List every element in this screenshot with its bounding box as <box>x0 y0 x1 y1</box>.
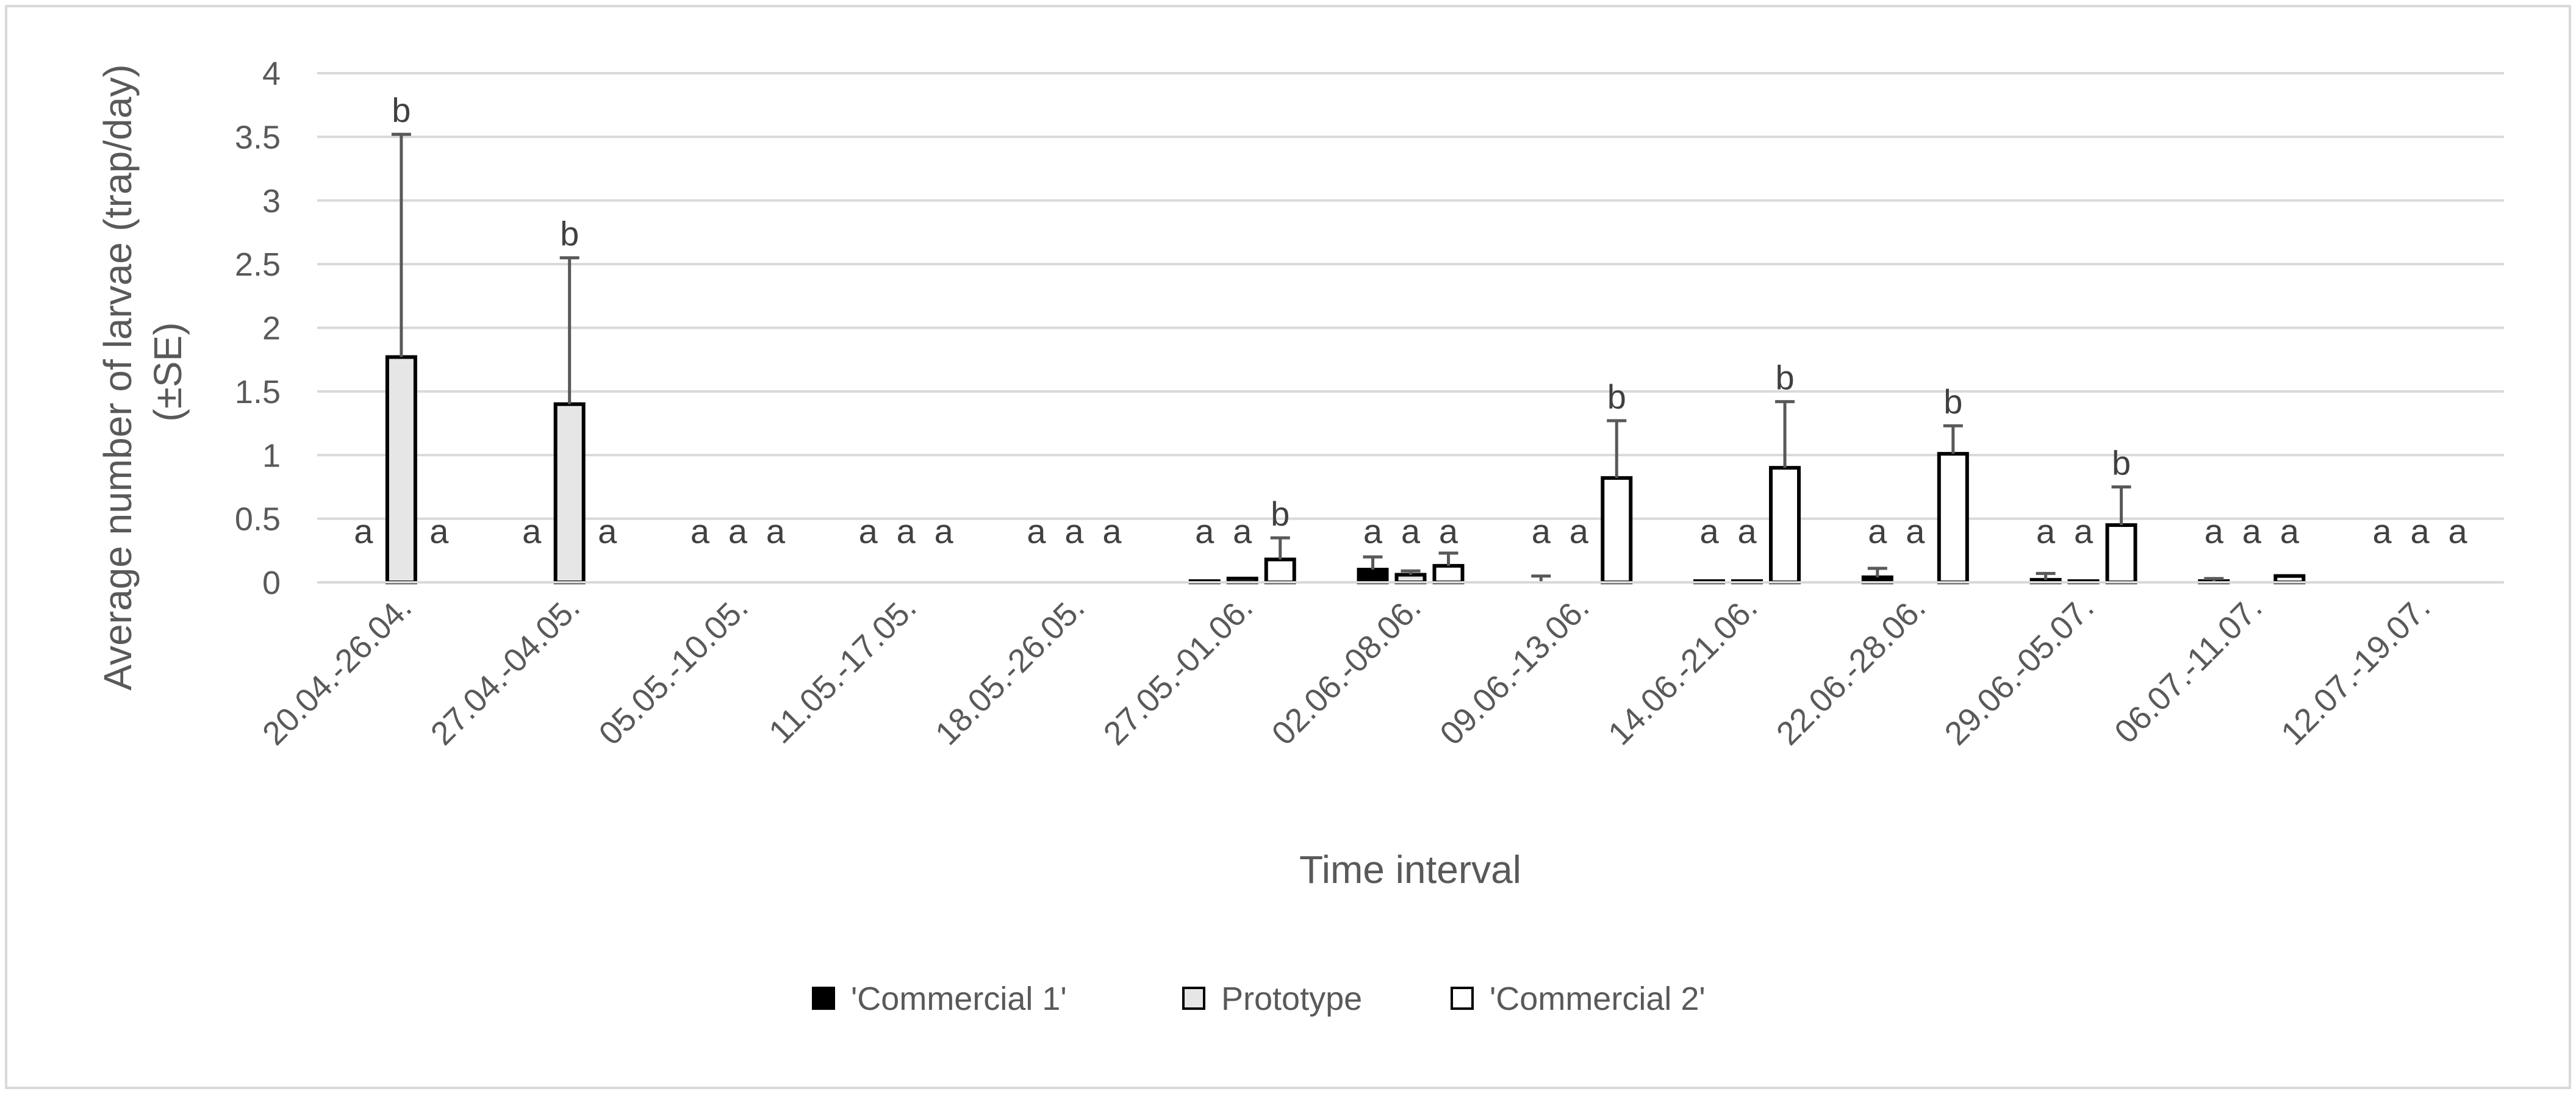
y-axis-title-line-2: (±SE) <box>146 322 190 421</box>
significance-label: b <box>1271 495 1290 533</box>
legend-label-commercial-1: 'Commercial 1' <box>851 981 1067 1017</box>
legend-swatch-commercial-1 <box>812 987 835 1010</box>
y-tick-label: 1 <box>262 437 281 474</box>
y-tick-label: 2 <box>262 310 281 347</box>
x-axis-title: Time interval <box>1299 848 1521 892</box>
significance-label: b <box>1775 359 1794 397</box>
legend-swatch-commercial-2 <box>1451 987 1474 1010</box>
significance-label: a <box>2411 512 2430 551</box>
significance-label: a <box>2242 512 2262 551</box>
significance-label: a <box>1570 512 1589 551</box>
significance-label: a <box>2373 512 2392 551</box>
y-axis-ticks: 0 0.5 1 1.5 2 2.5 3 3.5 4 <box>235 55 281 601</box>
significance-label: b <box>1943 382 1962 421</box>
significance-label: a <box>935 512 954 551</box>
significance-label: a <box>2205 512 2224 551</box>
significance-label: a <box>1102 512 1122 551</box>
significance-label: a <box>1699 512 1719 551</box>
bar <box>1937 452 1969 584</box>
y-axis-title: Average number of larvae (trap/day) (±SE… <box>96 54 190 691</box>
bar <box>1357 568 1389 584</box>
bar <box>385 355 417 584</box>
significance-label: a <box>1064 512 1084 551</box>
significance-label: a <box>1401 512 1421 551</box>
significance-label: b <box>2112 443 2131 482</box>
significance-label: a <box>1195 512 1214 551</box>
significance-label: a <box>2074 512 2093 551</box>
y-tick-label: 0 <box>262 565 281 601</box>
bar <box>1601 476 1633 585</box>
error-bars <box>391 132 2224 582</box>
significance-label: a <box>1233 512 1252 551</box>
significance-label: a <box>429 512 449 551</box>
significance-label: a <box>691 512 710 551</box>
y-tick-label: 0.5 <box>235 501 281 538</box>
y-tick-label: 2.5 <box>235 246 281 283</box>
y-tick-label: 3.5 <box>235 119 281 156</box>
significance-label: a <box>1027 512 1046 551</box>
significance-label: a <box>2449 512 2468 551</box>
gridlines <box>317 72 2504 520</box>
bar <box>1769 466 1801 584</box>
significance-label: a <box>354 512 373 551</box>
significance-label: a <box>522 512 542 551</box>
significance-labels: a a a a a a a a a a a a a a a b a a a a aba aba aba aba a a a a abb <box>354 91 2467 550</box>
legend-label-commercial-2: 'Commercial 2' <box>1490 981 1706 1017</box>
significance-label: a <box>2280 512 2300 551</box>
significance-label: a <box>1363 512 1383 551</box>
significance-label: a <box>598 512 617 551</box>
bar <box>2105 523 2137 584</box>
significance-label: b <box>1607 377 1626 416</box>
significance-label: a <box>1439 512 1458 551</box>
significance-label: a <box>1532 512 1551 551</box>
bar <box>1432 563 1465 584</box>
y-tick-label: 4 <box>262 55 281 92</box>
significance-label: b <box>560 215 579 253</box>
legend-swatch-prototype <box>1182 987 1205 1010</box>
significance-label: b <box>392 91 411 129</box>
significance-label: a <box>1737 512 1757 551</box>
significance-label: a <box>859 512 878 551</box>
chart-border <box>5 5 2571 1089</box>
significance-label: a <box>1906 512 1925 551</box>
bar <box>1264 557 1296 584</box>
y-axis-title-line-1: Average number of larvae (trap/day) <box>96 64 140 690</box>
significance-label: a <box>897 512 916 551</box>
significance-label: a <box>1868 512 1887 551</box>
legend-label-prototype: Prototype <box>1221 981 1362 1017</box>
bar <box>553 402 586 584</box>
legend: 'Commercial 1' Prototype 'Commercial 2' <box>812 981 1706 1017</box>
significance-label: a <box>728 512 748 551</box>
y-tick-label: 3 <box>262 183 281 220</box>
significance-label: a <box>766 512 786 551</box>
significance-label: a <box>2036 512 2056 551</box>
y-tick-label: 1.5 <box>235 374 281 410</box>
